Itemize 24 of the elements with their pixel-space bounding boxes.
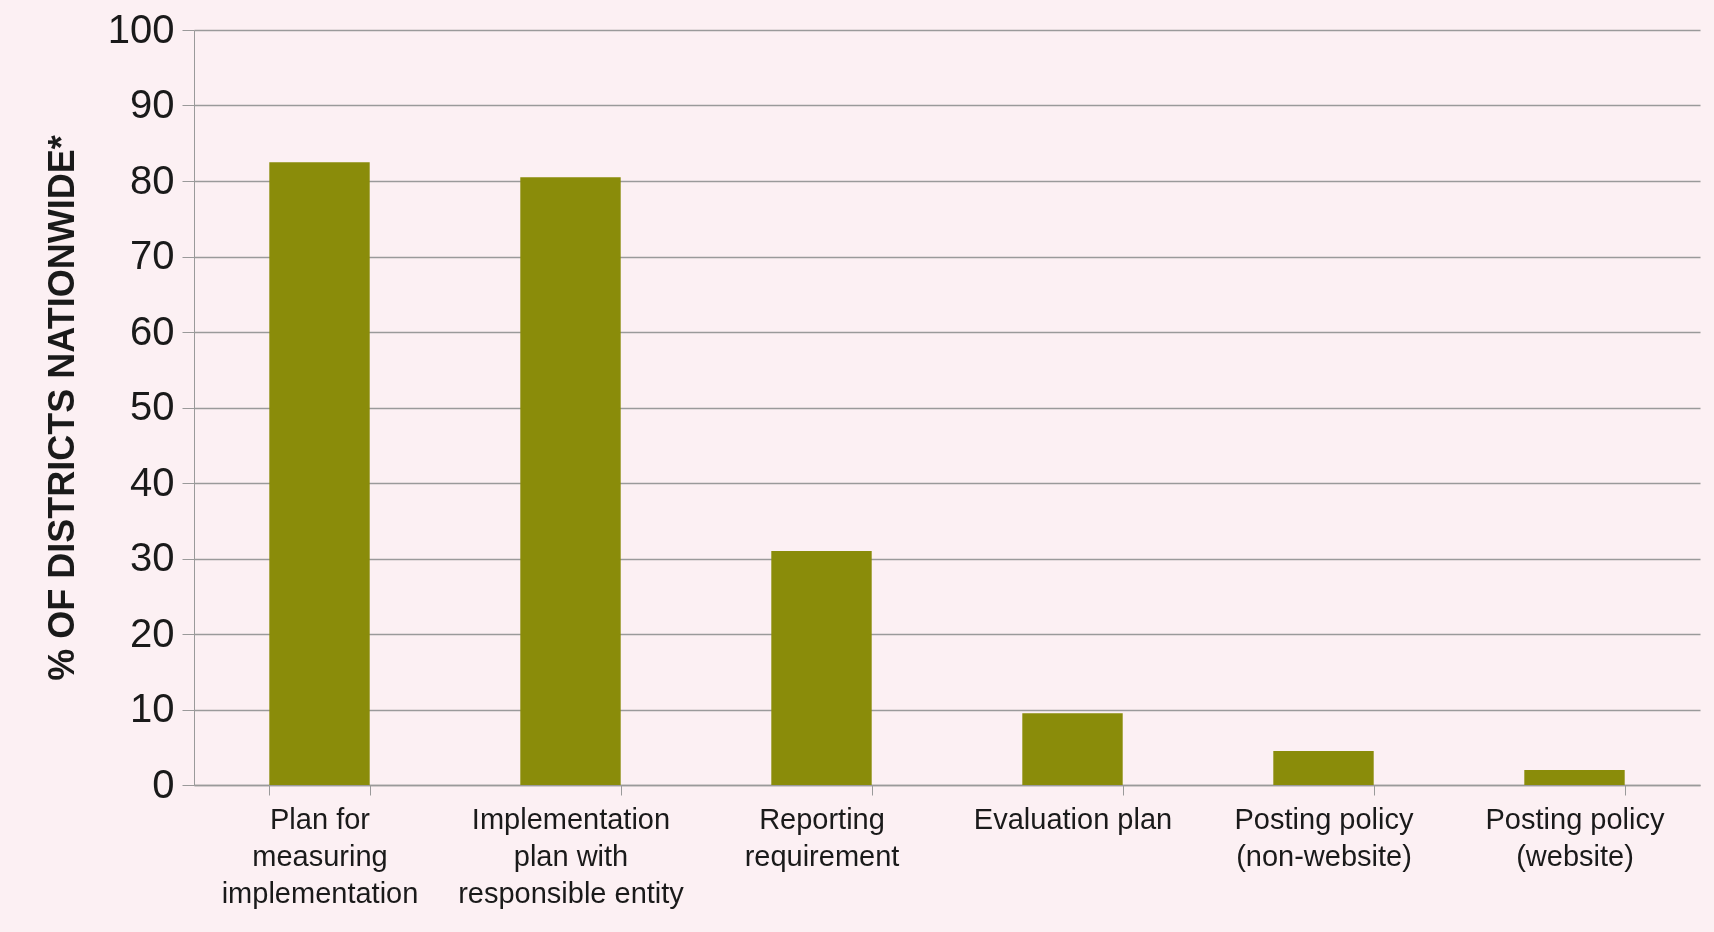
bar (520, 177, 621, 785)
bar (269, 162, 370, 785)
x-tick-label: Evaluation plan (973, 802, 1173, 835)
bar (1022, 713, 1123, 785)
x-tick-label: Plan for measuring implementation (221, 802, 419, 909)
x-tick-label: Implementation plan with responsible entity (458, 802, 685, 909)
y-tick-label: 20 (130, 610, 175, 655)
y-tick-label: 100 (107, 6, 175, 51)
y-axis-title: % OF DISTRICTS NATIONWIDE* (40, 135, 82, 681)
x-tick-label: Posting policy (non-website) (1234, 802, 1414, 872)
y-tick-label: 30 (130, 535, 175, 579)
bar (771, 550, 872, 785)
y-tick-label: 80 (130, 157, 175, 202)
y-tick-label: 40 (130, 459, 175, 504)
y-tick-label: 70 (130, 233, 175, 277)
y-tick-label: 50 (130, 384, 175, 428)
y-tick-label: 0 (152, 761, 175, 806)
bar (1273, 751, 1374, 785)
x-tick-label: Posting policy (website) (1485, 802, 1665, 872)
y-tick-label: 90 (130, 82, 175, 126)
bar (1524, 769, 1625, 785)
y-tick-label: 10 (130, 686, 175, 730)
x-tick-label: Reporting requirement (744, 802, 900, 872)
y-tick-label: 60 (130, 308, 175, 353)
